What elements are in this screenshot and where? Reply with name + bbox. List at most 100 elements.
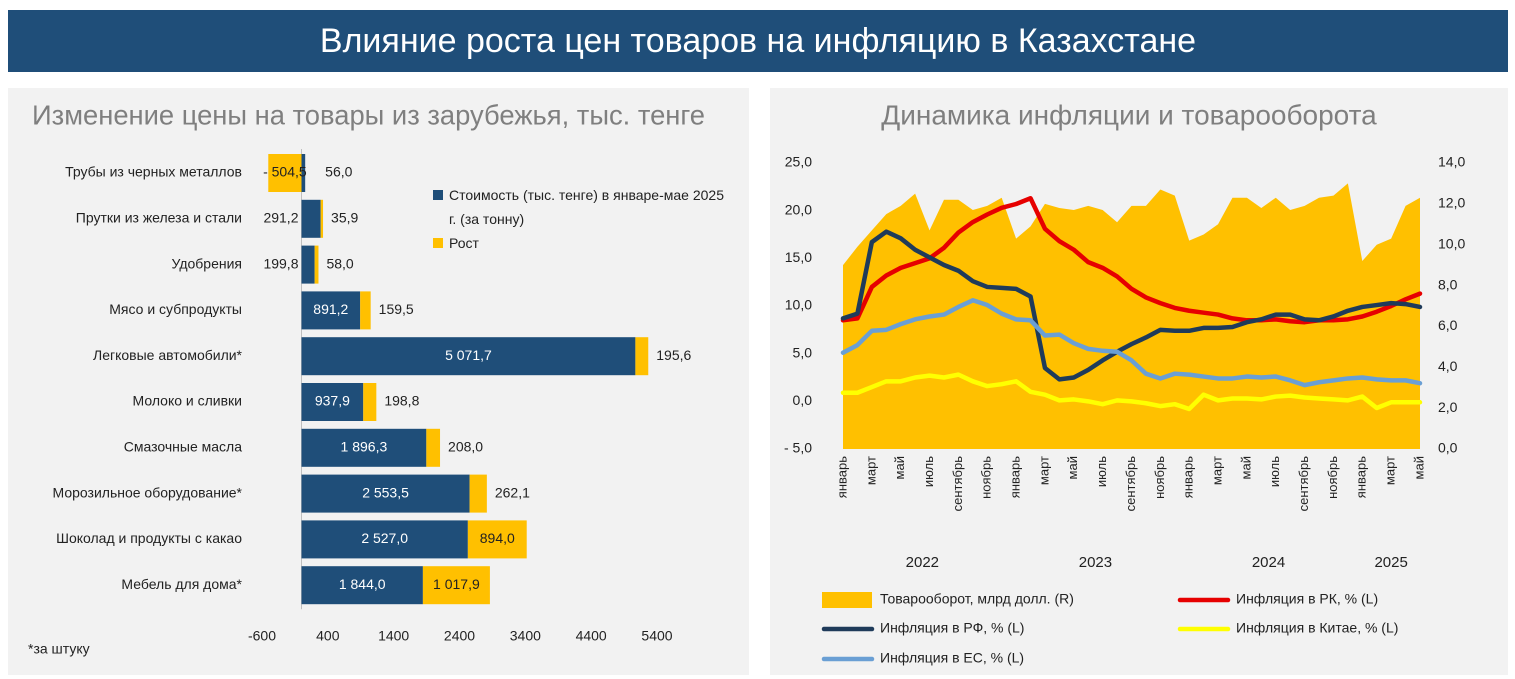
- line: [840, 298, 1423, 388]
- x-tick-label: июль: [1267, 456, 1282, 487]
- category-label: Прутки из железа и стали: [76, 210, 242, 226]
- value-label: 58,0: [326, 255, 353, 271]
- legend-label: Товарооборот, млрд долл. (R): [880, 591, 1074, 607]
- x-tick-label: январь: [1354, 456, 1369, 498]
- year-label: 2022: [906, 554, 939, 571]
- category-label: Мебель для дома*: [121, 576, 242, 592]
- value-label: 891,2: [313, 301, 348, 317]
- value-label: 5 071,7: [445, 347, 492, 363]
- x-tick-label: ноябрь: [1325, 456, 1340, 499]
- line: [840, 229, 1423, 382]
- y-tick-label: 0,0: [793, 392, 813, 408]
- bar-segment: [320, 199, 324, 238]
- x-tick-label: 2400: [444, 628, 475, 644]
- header-bar: [8, 10, 1508, 72]
- bar-segment: [301, 245, 315, 284]
- bar-segment: [635, 337, 649, 376]
- y-tick-label: 10,0: [785, 297, 812, 313]
- category-label: Трубы из черных металлов: [65, 164, 242, 180]
- year-label: 2023: [1079, 554, 1112, 571]
- bar-segment: [301, 474, 470, 513]
- category-label: Молоко и сливки: [133, 393, 242, 409]
- bar-segment: [360, 291, 371, 330]
- x-tick-label: январь: [1181, 456, 1196, 498]
- x-tick-label: -600: [248, 628, 276, 644]
- right-chart-title: Динамика инфляции и товарооборота: [881, 99, 1377, 130]
- x-tick-label: май: [1238, 456, 1253, 479]
- bar-segment: [301, 566, 423, 605]
- x-tick-label: май: [1411, 456, 1426, 479]
- category-label: Мясо и субпродукты: [109, 301, 242, 317]
- footnote: *за штуку: [28, 641, 90, 657]
- value-label: 262,1: [495, 484, 530, 500]
- bar-segment: [363, 383, 377, 421]
- value-label: 2 527,0: [361, 530, 408, 546]
- value-label: - 504,5: [263, 164, 307, 180]
- bar-segment: [301, 428, 427, 467]
- y2-tick-label: 4,0: [1438, 358, 1458, 374]
- header-title: Влияние роста цен товаров на инфляцию в …: [320, 22, 1196, 60]
- x-tick-label: 1400: [378, 628, 409, 644]
- value-label: 35,9: [331, 210, 358, 226]
- bar-segment: [268, 154, 302, 192]
- value-label: 159,5: [379, 301, 414, 317]
- legend-swatch: [822, 592, 872, 608]
- legend-swatch: [433, 190, 443, 200]
- x-tick-label: май: [1065, 456, 1080, 479]
- category-label: Морозильное оборудование*: [53, 484, 243, 500]
- value-label: 208,0: [448, 439, 483, 455]
- category-label: Смазочные масла: [124, 439, 242, 455]
- value-label: 198,8: [384, 393, 419, 409]
- value-label: 894,0: [480, 530, 515, 546]
- bar-segment: [301, 199, 321, 238]
- legend-label: Инфляция в РК, % (L): [1236, 591, 1378, 607]
- value-label: 1 017,9: [433, 576, 480, 592]
- value-label: 2 553,5: [362, 484, 409, 500]
- y2-tick-label: 2,0: [1438, 399, 1458, 415]
- y-tick-label: 15,0: [785, 249, 812, 265]
- x-tick-label: март: [863, 456, 878, 485]
- y-tick-label: 5,0: [793, 344, 813, 360]
- x-tick-label: июль: [1094, 456, 1109, 487]
- category-label: Шоколад и продукты с какао: [56, 530, 242, 546]
- bar-segment: [467, 520, 527, 559]
- value-label: 937,9: [315, 393, 350, 409]
- x-tick-label: ноябрь: [979, 456, 994, 499]
- x-tick-label: март: [1209, 456, 1224, 485]
- year-label: 2024: [1252, 554, 1285, 571]
- y2-tick-label: 8,0: [1438, 276, 1458, 292]
- x-tick-label: март: [1383, 456, 1398, 485]
- line: [840, 372, 1423, 412]
- bar-segment: [301, 154, 306, 192]
- bar-segment: [314, 245, 319, 284]
- category-label: Удобрения: [172, 255, 242, 271]
- x-tick-label: ноябрь: [1152, 456, 1167, 499]
- y2-tick-label: 0,0: [1438, 440, 1458, 456]
- legend-text: Рост: [449, 235, 479, 251]
- x-tick-label: сентябрь: [1296, 456, 1311, 512]
- bar-segment: [301, 383, 364, 421]
- bar-segment: [422, 566, 490, 605]
- bar-segment: [469, 474, 487, 513]
- x-tick-label: январь: [1008, 456, 1023, 498]
- x-tick-label: 5400: [641, 628, 672, 644]
- legend-label: Инфляция в Китае, % (L): [1236, 620, 1398, 636]
- value-label: 1 896,3: [341, 439, 388, 455]
- x-tick-label: 400: [316, 628, 340, 644]
- year-label: 2025: [1374, 554, 1407, 571]
- x-tick-label: март: [1036, 456, 1051, 485]
- y2-tick-label: 10,0: [1438, 235, 1465, 251]
- bar-segment: [426, 428, 441, 467]
- y-tick-label: 20,0: [785, 201, 812, 217]
- x-tick-label: май: [892, 456, 907, 479]
- value-label: 195,6: [656, 347, 691, 363]
- x-tick-label: июль: [921, 456, 936, 487]
- x-tick-label: 4400: [576, 628, 607, 644]
- y2-tick-label: 14,0: [1438, 154, 1465, 170]
- area: [843, 183, 1420, 449]
- x-tick-label: сентябрь: [1123, 456, 1138, 512]
- value-label: 56,0: [325, 164, 352, 180]
- x-tick-label: сентябрь: [950, 456, 965, 512]
